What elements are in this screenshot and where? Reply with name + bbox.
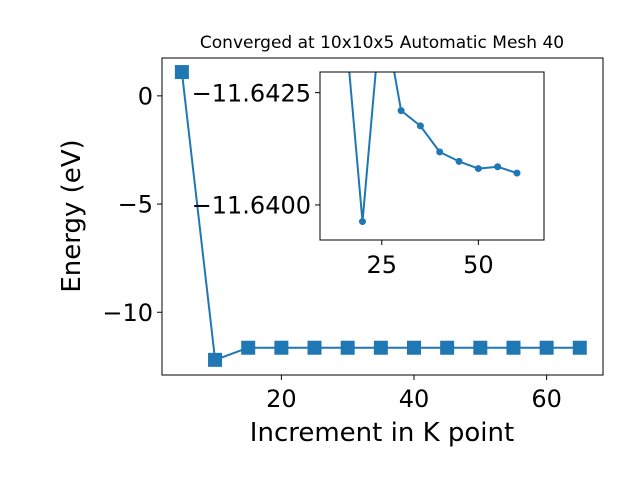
inset-data-point — [397, 107, 405, 115]
inset-data-point — [416, 122, 424, 130]
main-plot: 20 40 60 0 −5 −10 — [102, 57, 604, 413]
inset-plot-frame — [319, 71, 545, 241]
main-data-point — [572, 340, 587, 355]
main-data-point — [174, 65, 189, 80]
main-data-point — [506, 340, 521, 355]
inset-series-line — [348, 72, 518, 223]
main-data-point — [440, 340, 455, 355]
inset-data-point — [358, 218, 366, 226]
inset-y-tick-label: −11.6400 — [192, 192, 311, 220]
inset-data-point — [340, 0, 347, 6]
main-data-point — [307, 340, 322, 355]
main-data-point — [274, 340, 289, 355]
main-data-point — [208, 352, 223, 367]
inset-data-point — [378, 0, 385, 6]
main-x-tick-label: 20 — [266, 385, 297, 413]
inset-data-point — [436, 148, 444, 156]
main-y-tick-label: −10 — [102, 299, 153, 327]
x-axis-label: Increment in K point — [250, 418, 514, 448]
inset-x-tick-label: 25 — [367, 251, 398, 279]
inset-data-point — [474, 165, 482, 173]
main-data-point — [473, 340, 488, 355]
main-data-point — [407, 340, 421, 355]
main-x-tick-label: 60 — [531, 385, 562, 413]
main-y-tick-label: −5 — [118, 191, 153, 219]
main-data-point — [241, 340, 256, 355]
chart-title: Converged at 10x10x5 Automatic Mesh 40 — [200, 33, 564, 53]
inset-y-tick-label: −11.6425 — [192, 79, 311, 107]
inset-data-point — [513, 169, 521, 177]
main-y-tick-label: 0 — [138, 83, 153, 111]
inset-data-point — [494, 163, 502, 171]
main-data-point — [340, 340, 355, 355]
main-data-point — [373, 340, 388, 355]
main-x-tick-label: 40 — [399, 385, 430, 413]
inset-plot-background — [320, 72, 544, 240]
y-axis-label: Energy (eV) — [57, 139, 87, 292]
inset-data-point — [455, 157, 463, 165]
main-data-point — [539, 340, 554, 355]
inset-x-tick-label: 50 — [463, 251, 494, 279]
inset-plot: 25 50 −11.6425 −11.6400 — [192, 0, 545, 279]
main-plot-frame — [161, 57, 604, 376]
